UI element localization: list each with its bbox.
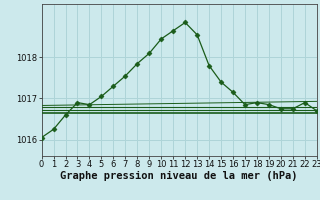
X-axis label: Graphe pression niveau de la mer (hPa): Graphe pression niveau de la mer (hPa) xyxy=(60,171,298,181)
